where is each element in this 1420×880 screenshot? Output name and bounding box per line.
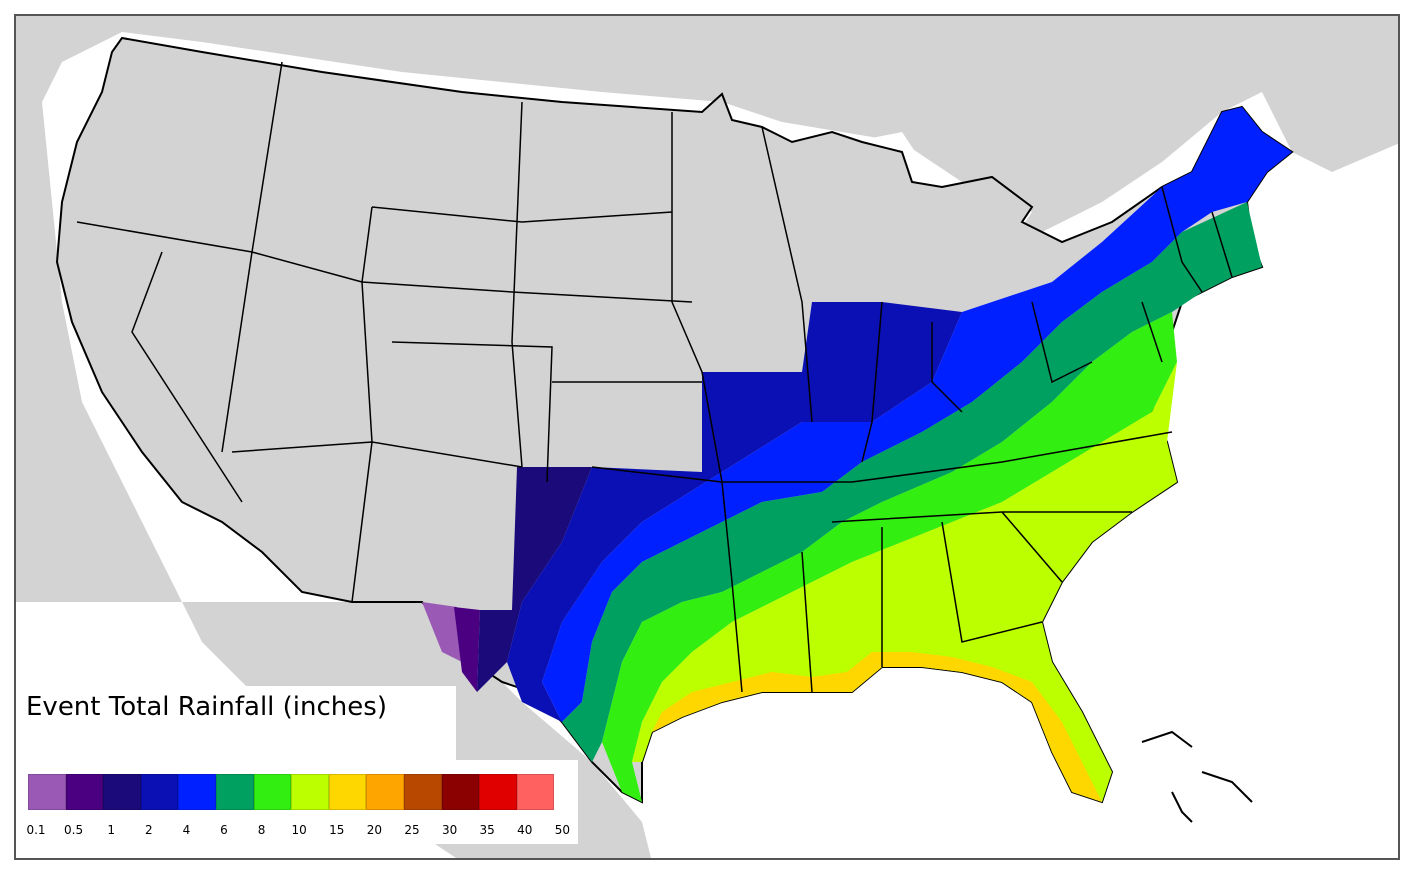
legend-tick-label: 25: [404, 823, 420, 837]
legend-color-bar: [28, 774, 555, 810]
legend-title: Event Total Rainfall (inches): [26, 692, 387, 722]
legend-tick-label: 40: [517, 823, 533, 837]
band-indigo: [454, 607, 480, 692]
legend-swatch: [479, 774, 517, 810]
legend-swatch: [65, 774, 104, 810]
legend-tick-label: 6: [220, 823, 228, 837]
legend-swatch: [328, 774, 367, 810]
legend-swatch: [516, 774, 555, 810]
band-gold: [652, 652, 1102, 802]
bahamas-islands: [1141, 730, 1253, 823]
map-frame: [14, 14, 1400, 860]
legend-swatch: [441, 774, 480, 810]
band-blue: [542, 107, 1292, 722]
rainfall-bands: [422, 107, 1292, 802]
legend-swatch: [366, 774, 404, 810]
legend-tick-label: 20: [366, 823, 383, 837]
legend-swatch: [253, 774, 292, 810]
legend-tick-label: 10: [291, 823, 307, 837]
legend-swatch: [103, 774, 141, 810]
legend-tick-label: 0.5: [64, 823, 84, 837]
legend-tick-label: 2: [144, 823, 153, 837]
band-green: [602, 312, 1177, 802]
legend-tick-label: 8: [257, 823, 266, 837]
surrounding-land: [16, 16, 1398, 858]
legend-swatch: [215, 774, 254, 810]
legend-swatch: [178, 774, 216, 810]
band-purple: [422, 602, 462, 662]
legend-tick-label: 35: [479, 823, 495, 837]
legend-tick-label: 1: [107, 823, 116, 837]
rainfall-map: [16, 16, 1398, 858]
band-navy: [477, 467, 592, 692]
band-teal: [562, 202, 1262, 762]
legend-swatch: [403, 774, 442, 810]
legend-tick-label: 15: [329, 823, 345, 837]
band-dark-blue: [507, 302, 962, 722]
legend-tick-label: 50: [554, 823, 571, 837]
legend-title-panel: [22, 686, 456, 760]
legend-tick-label: 4: [182, 823, 191, 837]
legend-swatch: [140, 774, 179, 810]
legend-swatch: [28, 774, 66, 810]
legend-swatch: [291, 774, 329, 810]
state-borders: [76, 61, 1233, 693]
legend-tick-label: 0.1: [26, 823, 46, 837]
legend-tick-label: 30: [441, 823, 458, 837]
